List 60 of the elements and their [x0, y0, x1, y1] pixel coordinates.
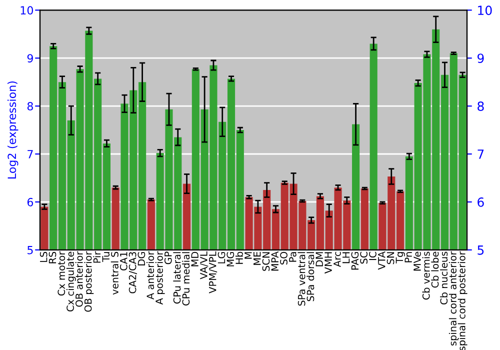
y-tick-label: 5	[28, 246, 33, 254]
x-tick-label: A posterior	[155, 251, 165, 305]
y-axis-title: Log2 (expression)	[7, 81, 18, 178]
x-tick-label: SC	[360, 252, 368, 264]
x-tick-label: Pa	[289, 252, 296, 262]
x-tick-label: VA/VL	[200, 251, 208, 280]
x-tick-label: MD	[191, 252, 198, 266]
x-tick-label: MPA	[271, 251, 278, 271]
y2-tick-label: 9	[478, 54, 484, 64]
x-tick-label: M	[244, 252, 252, 259]
y-tick-label: 8	[27, 102, 33, 110]
y2-tick-label: 5	[478, 246, 484, 255]
x-tick-label: Pn	[404, 252, 412, 262]
x-tick-label: VTA	[378, 251, 386, 270]
x-tick-label: SCN	[262, 252, 270, 271]
x-tick-label: PAG	[351, 252, 359, 270]
y-tick-label: 9	[27, 54, 33, 62]
x-tick-label: IC	[369, 252, 376, 260]
x-tick-label: LG	[218, 252, 226, 264]
x-tick-label: Pir	[93, 251, 101, 263]
y2-tick-label: 8	[478, 102, 484, 111]
x-tick-label: LS	[40, 252, 48, 262]
x-tick-label: Tu	[102, 252, 110, 262]
x-tick-label: VMH	[324, 252, 332, 274]
x-tick-label: SPa dorsal	[306, 252, 314, 302]
x-tick-label: Tg	[396, 252, 405, 264]
y2-tick-label: 6	[478, 197, 484, 207]
x-tick-label: SO	[280, 252, 288, 264]
y-tick-label: 7	[28, 150, 33, 158]
x-tick-label: ME	[254, 252, 261, 265]
x-tick-label: DG	[138, 252, 146, 266]
x-tick-label: Hb	[235, 252, 243, 264]
x-tick-label: LH	[342, 252, 350, 264]
x-tick-label: MVe	[414, 252, 421, 271]
x-tick-label: spinal cord anterior	[448, 251, 458, 346]
x-tick-label: OB posterior	[84, 251, 94, 312]
x-tick-label: CA2/CA3	[128, 252, 137, 294]
x-tick-label: MG	[226, 252, 234, 266]
x-tick-label: CA1	[120, 252, 128, 270]
y-tick-label: 10	[20, 6, 34, 15]
y2-tick-label: 7	[478, 150, 484, 159]
x-tick-label: Cb vermis	[422, 252, 430, 300]
x-tick-label: RS	[48, 252, 56, 264]
x-tick-label: Cx cingulate	[66, 252, 76, 312]
x-tick-label: A anterior	[146, 251, 154, 300]
x-tick-label: CPu medial	[182, 252, 190, 306]
x-tick-label: Cb lobe	[431, 252, 439, 288]
x-tick-label: DM	[316, 252, 323, 266]
x-tick-label: SPa ventral	[298, 252, 306, 306]
x-tick-label: Cx motor	[58, 251, 66, 296]
x-tick-label: OB anterior	[75, 251, 83, 307]
x-tick-label: CPu lateral	[173, 252, 181, 304]
x-tick-label: GP	[164, 252, 172, 264]
x-tick-label: VPM/VPL	[209, 251, 218, 294]
x-tick-label: ventral S	[110, 252, 118, 295]
y-tick-label: 6	[27, 198, 34, 206]
x-tick-label: Cb nucleus	[440, 252, 448, 304]
y2-tick-label: 10	[478, 6, 492, 16]
x-tick-label: SN	[386, 252, 394, 264]
x-tick-label: Arc	[334, 252, 341, 267]
